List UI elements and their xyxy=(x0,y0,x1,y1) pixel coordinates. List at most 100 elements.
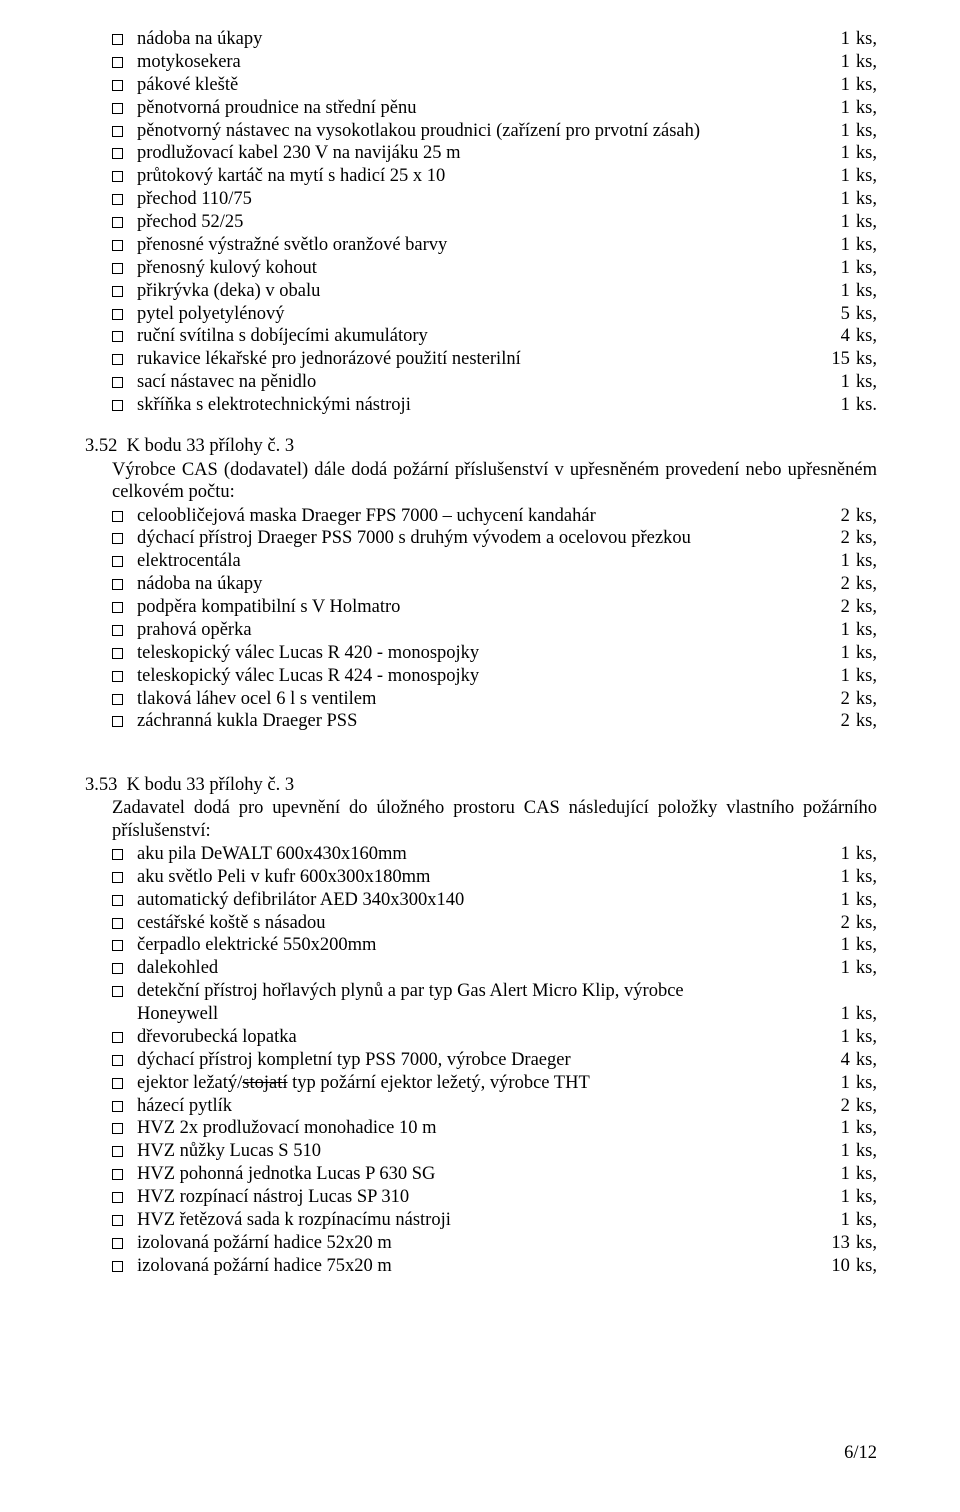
list-item: prodlužovací kabel 230 V na navijáku 25 … xyxy=(112,142,877,164)
item-label: izolovaná požární hadice 52x20 m xyxy=(137,1232,820,1254)
item-label: dřevorubecká lopatka xyxy=(137,1026,820,1048)
bullet-icon xyxy=(112,895,123,906)
list-item: izolovaná požární hadice 52x20 m13ks, xyxy=(112,1232,877,1254)
list-3b: dřevorubecká lopatka1ks,dýchací přístroj… xyxy=(112,1026,877,1071)
item-label: aku světlo Peli v kufr 600x300x180mm xyxy=(137,866,820,888)
item-qty: 1ks, xyxy=(820,889,877,911)
list-item: rukavice lékařské pro jednorázové použit… xyxy=(112,348,877,370)
item-qty: 1ks, xyxy=(820,1026,877,1048)
bullet-icon xyxy=(112,400,123,411)
item-label: detekční přístroj hořlavých plynů a par … xyxy=(137,980,877,1002)
list-item: pytel polyetylénový5ks, xyxy=(112,303,877,325)
item-label: motykosekera xyxy=(137,51,820,73)
item-qty: 1ks, xyxy=(820,1140,877,1162)
list-item: dýchací přístroj Draeger PSS 7000 s druh… xyxy=(112,527,877,549)
item-qty: 1ks, xyxy=(820,188,877,210)
item-qty: 1ks, xyxy=(820,665,877,687)
item-label: skříňka s elektrotechnickými nástroji xyxy=(137,394,820,416)
document-page: nádoba na úkapy1ks,motykosekera1ks,pákov… xyxy=(0,0,960,1512)
item-qty: 4ks, xyxy=(820,325,877,347)
list-item: motykosekera1ks, xyxy=(112,51,877,73)
bullet-icon xyxy=(112,34,123,45)
item-label: ejektor ležatý/stojatí typ požární ejekt… xyxy=(137,1072,820,1094)
item-qty: 5ks, xyxy=(820,303,877,325)
item-label: HVZ pohonná jednotka Lucas P 630 SG xyxy=(137,1163,820,1185)
list-item: přechod 110/751ks, xyxy=(112,188,877,210)
bullet-icon xyxy=(112,579,123,590)
item-label: podpěra kompatibilní s V Holmatro xyxy=(137,596,820,618)
list-item: pěnotvorná proudnice na střední pěnu1ks, xyxy=(112,97,877,119)
bullet-icon xyxy=(112,240,123,251)
bullet-icon xyxy=(112,1055,123,1066)
item-label: přechod 52/25 xyxy=(137,211,820,233)
bullet-icon xyxy=(112,625,123,636)
item-label: dalekohled xyxy=(137,957,820,979)
item-qty: 1ks, xyxy=(820,642,877,664)
bullet-icon xyxy=(112,80,123,91)
item-qty: 1ks, xyxy=(820,843,877,865)
list-item: přechod 52/251ks, xyxy=(112,211,877,233)
item-qty: 2ks, xyxy=(820,527,877,549)
list-item: elektrocentála1ks, xyxy=(112,550,877,572)
item-qty: 1ks, xyxy=(820,957,877,979)
list-item: dýchací přístroj kompletní typ PSS 7000,… xyxy=(112,1049,877,1071)
bullet-icon xyxy=(112,694,123,705)
item-label: HVZ rozpínací nástroj Lucas SP 310 xyxy=(137,1186,820,1208)
list-item: přenosné výstražné světlo oranžové barvy… xyxy=(112,234,877,256)
item-label: automatický defibrilátor AED 340x300x140 xyxy=(137,889,820,911)
bullet-icon xyxy=(112,716,123,727)
list-item: HVZ rozpínací nástroj Lucas SP 3101ks, xyxy=(112,1186,877,1208)
bullet-icon xyxy=(112,1238,123,1249)
item-qty: 1ks, xyxy=(820,165,877,187)
item-label: nádoba na úkapy xyxy=(137,28,820,50)
item-qty: 15ks, xyxy=(820,348,877,370)
item-qty: 1ks, xyxy=(820,1003,877,1025)
bullet-icon xyxy=(112,940,123,951)
item-label: elektrocentála xyxy=(137,550,820,572)
item-qty: 1ks, xyxy=(820,1186,877,1208)
bullet-icon xyxy=(112,1123,123,1134)
item-qty: 1ks, xyxy=(820,142,877,164)
item-label: ruční svítilna s dobíjecími akumulátory xyxy=(137,325,820,347)
item-label: prahová opěrka xyxy=(137,619,820,641)
list-item: ejektor ležatý/stojatí typ požární ejekt… xyxy=(112,1072,877,1094)
list-item: aku světlo Peli v kufr 600x300x180mm1ks, xyxy=(112,866,877,888)
list-item: celoobličejová maska Draeger FPS 7000 – … xyxy=(112,505,877,527)
item-qty: 1ks, xyxy=(820,97,877,119)
list-item: aku pila DeWALT 600x430x160mm1ks, xyxy=(112,843,877,865)
item-label: dýchací přístroj Draeger PSS 7000 s druh… xyxy=(137,527,820,549)
item-label: průtokový kartáč na mytí s hadicí 25 x 1… xyxy=(137,165,820,187)
item-label: pákové kleště xyxy=(137,74,820,96)
item-qty: 1ks, xyxy=(820,550,877,572)
item-label: HVZ 2x prodlužovací monohadice 10 m xyxy=(137,1117,820,1139)
item-qty: 2ks, xyxy=(820,596,877,618)
bullet-icon xyxy=(112,849,123,860)
item-qty: 2ks, xyxy=(820,1095,877,1117)
item-qty: 1ks, xyxy=(820,257,877,279)
item-label: házecí pytlík xyxy=(137,1095,820,1117)
item-qty: 1ks, xyxy=(820,866,877,888)
list-item: nádoba na úkapy2ks, xyxy=(112,573,877,595)
bullet-icon xyxy=(112,986,123,997)
item-qty: 1ks, xyxy=(820,120,877,142)
bullet-icon xyxy=(112,309,123,320)
bullet-icon xyxy=(112,556,123,567)
item-label: pěnotvorný nástavec na vysokotlakou prou… xyxy=(137,120,820,142)
list-item: házecí pytlík2ks, xyxy=(112,1095,877,1117)
bullet-icon xyxy=(112,671,123,682)
bullet-icon xyxy=(112,533,123,544)
list-item: čerpadlo elektrické 550x200mm1ks, xyxy=(112,934,877,956)
item-qty: 10ks, xyxy=(820,1255,877,1277)
list-item: přenosný kulový kohout1ks, xyxy=(112,257,877,279)
item-label: celoobličejová maska Draeger FPS 7000 – … xyxy=(137,505,820,527)
list-item: teleskopický válec Lucas R 424 - monospo… xyxy=(112,665,877,687)
item-label: izolovaná požární hadice 75x20 m xyxy=(137,1255,820,1277)
item-label: Honeywell xyxy=(137,1003,820,1025)
list-item: přikrývka (deka) v obalu1ks, xyxy=(112,280,877,302)
bullet-icon xyxy=(112,1078,123,1089)
bullet-icon xyxy=(112,1215,123,1226)
item-label: tlaková láhev ocel 6 l s ventilem xyxy=(137,688,820,710)
bullet-icon xyxy=(112,217,123,228)
bullet-icon xyxy=(112,963,123,974)
list-item: dalekohled1ks, xyxy=(112,957,877,979)
